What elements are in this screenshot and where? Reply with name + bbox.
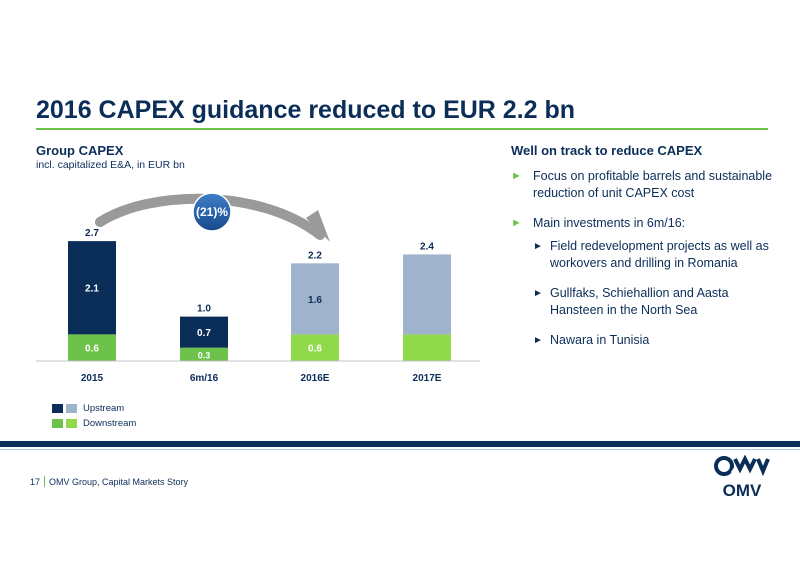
footer: 17 OMV Group, Capital Markets Story <box>30 476 188 487</box>
legend-label: Downstream <box>83 417 137 429</box>
legend-label: Upstream <box>83 402 125 414</box>
sub-bullet-arrow-icon: ► <box>533 241 543 252</box>
bullet-item: ► Focus on profitable barrels and sustai… <box>511 168 781 202</box>
data-label: 0.3 <box>198 350 211 360</box>
legend-item-upstream: Upstream <box>52 401 136 415</box>
sub-bullet-text: Field redevelopment projects as well as … <box>550 239 769 270</box>
data-label: 0.6 <box>308 344 322 355</box>
chart-legend: Upstream Downstream <box>52 401 136 431</box>
bar-upstream-2 <box>291 263 339 335</box>
bar-downstream-2 <box>291 334 339 361</box>
bullet-text: Main investments in 6m/16: <box>533 216 686 230</box>
bullet-arrow-icon: ► <box>511 170 522 182</box>
category-label: 6m/16 <box>190 373 219 384</box>
sub-bullet-arrow-icon: ► <box>533 335 543 346</box>
total-label: 1.0 <box>197 304 211 315</box>
bar-downstream-3 <box>403 334 451 361</box>
bar-upstream-3 <box>403 254 451 335</box>
bullet-item: ► Main investments in 6m/16: <box>511 215 781 232</box>
legend-swatch-light <box>66 403 77 413</box>
title-underline <box>36 128 768 130</box>
legend-swatch-dark <box>52 418 63 428</box>
footer-rule <box>0 449 800 450</box>
reduction-label: (21)% <box>196 205 228 219</box>
data-label: 0.7 <box>197 328 211 339</box>
bullet-arrow-icon: ► <box>511 217 522 229</box>
footer-separator <box>44 476 46 487</box>
page-title: 2016 CAPEX guidance reduced to EUR 2.2 b… <box>36 96 576 124</box>
legend-item-downstream: Downstream <box>52 416 136 430</box>
total-label: 2.2 <box>308 250 322 261</box>
category-label: 2017E <box>413 373 442 384</box>
right-panel-title: Well on track to reduce CAPEX <box>511 143 703 158</box>
data-label: 0.6 <box>85 344 99 355</box>
bar-downstream-0 <box>68 334 116 361</box>
reduction-badge <box>192 192 232 232</box>
bullet-list: ► Focus on profitable barrels and sustai… <box>511 168 781 362</box>
page-number: 17 <box>30 476 41 487</box>
category-label: 2015 <box>81 373 104 384</box>
chart-subtitle: incl. capitalized E&A, in EUR bn <box>36 159 185 171</box>
total-label: 2.4 <box>420 241 434 252</box>
category-label: 2016E <box>301 373 330 384</box>
total-label: 2.7 <box>85 228 99 239</box>
capex-chart: (21)% 0.6 2.1 2.7 2015 0.3 0.7 1.0 6m/16 0.6 1.6 2… <box>36 192 480 384</box>
bar-upstream-0 <box>68 241 116 335</box>
data-label: 1.6 <box>308 295 322 306</box>
data-label: 2.1 <box>85 284 99 295</box>
footer-text: OMV Group, Capital Markets Story <box>49 476 189 487</box>
sub-bullet-text: Gullfaks, Schiehallion and Aasta Hanstee… <box>550 286 729 317</box>
sub-bullet-text: Nawara in Tunisia <box>550 333 650 347</box>
legend-swatch-dark <box>52 403 63 413</box>
bar-downstream-1 <box>180 347 228 361</box>
omv-logo: OMV <box>714 455 770 500</box>
reduction-arrow-head <box>306 210 330 242</box>
bar-upstream-1 <box>180 316 228 348</box>
sub-bullet-item: ► Nawara in Tunisia <box>533 332 781 349</box>
sub-bullet-arrow-icon: ► <box>533 288 543 299</box>
sub-bullet-item: ► Gullfaks, Schiehallion and Aasta Hanst… <box>533 285 781 319</box>
bullet-text: Focus on profitable barrels and sustaina… <box>533 169 773 200</box>
chart-title: Group CAPEX <box>36 143 124 158</box>
logo-text: OMV <box>723 481 762 500</box>
footer-bar <box>0 441 800 447</box>
legend-swatch-light <box>66 418 77 428</box>
bars-group: 0.6 2.1 2.7 2015 0.3 0.7 1.0 6m/16 0.6 1.6 2.2 2016… <box>68 228 451 384</box>
sub-bullet-list: ► Field redevelopment projects as well a… <box>533 238 781 349</box>
sub-bullet-item: ► Field redevelopment projects as well a… <box>533 238 781 272</box>
